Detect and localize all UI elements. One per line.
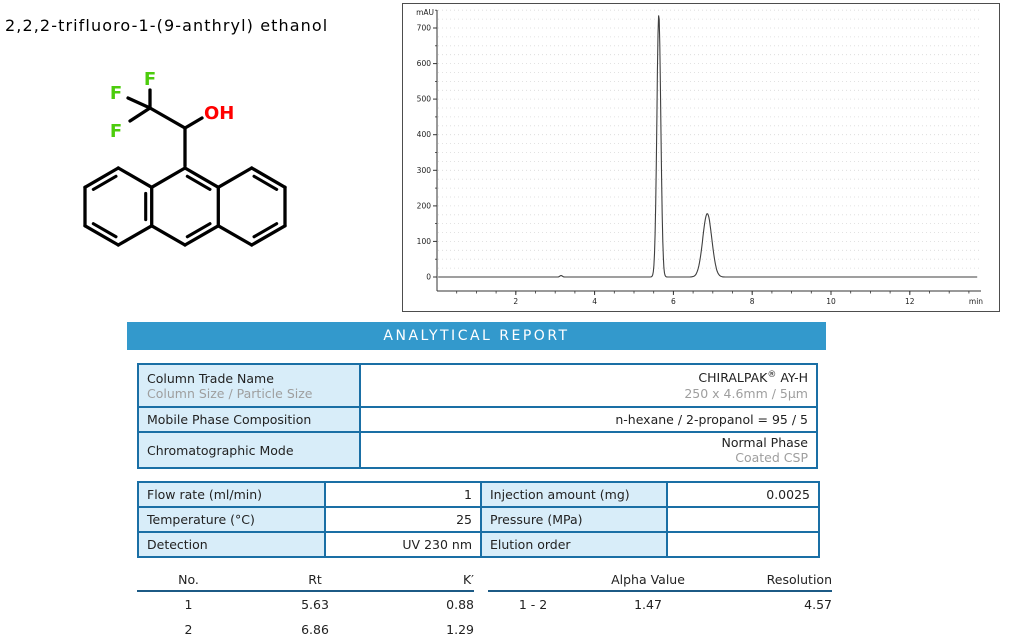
detection-value: UV 230 nm [324,531,482,558]
svg-text:8: 8 [750,297,755,306]
injection-amount-value: 0.0025 [666,481,820,508]
no-header: No. [137,568,240,592]
mobile-phase-value: n-hexane / 2-propanol = 95 / 5 [359,406,818,433]
table-row: Temperature (°C) 25 Pressure (MPa) [137,506,820,533]
svg-text:4: 4 [592,297,597,306]
table-row: 1 5.63 0.88 [137,591,474,617]
peak-no: 2 [184,622,193,637]
pressure-label: Pressure (MPa) [480,506,668,533]
svg-text:400: 400 [417,130,432,139]
table-row: Chromatographic Mode Normal Phase Coated… [137,431,818,469]
rt-header: Rt [240,568,390,592]
svg-text:mAU: mAU [416,8,434,17]
conditions-table: Flow rate (ml/min) 1 Injection amount (m… [137,481,820,558]
chromatogram-panel: 0 100 200 300 400 500 600 700 mAU 2 4 6 8 10 12 min [402,3,1000,312]
cell-sublabel: Column Size / Particle Size [147,385,313,401]
column-info-table: Column Trade Name Column Size / Particle… [137,363,818,469]
svg-text:10: 10 [826,297,836,306]
peak-kprime: 0.88 [446,597,474,612]
flow-rate-label: Flow rate (ml/min) [137,481,326,508]
chromatogram-plot: 0 100 200 300 400 500 600 700 mAU 2 4 6 8 10 12 min [416,8,983,306]
chromatographic-mode-label: Chromatographic Mode [137,431,361,469]
injection-amount-label: Injection amount (mg) [480,481,668,508]
svg-text:700: 700 [417,24,432,33]
svg-text:600: 600 [417,59,432,68]
molecule-svg: F F F OH [83,69,287,247]
elution-order-label: Elution order [480,531,668,558]
table-row: Flow rate (ml/min) 1 Injection amount (m… [137,481,820,508]
flow-rate-value: 1 [324,481,482,508]
report-header: ANALYTICAL REPORT [127,322,826,350]
molecule-structure: F F F OH [58,48,313,268]
peak-results-table: No. Rt K′ 1 5.63 0.88 2 6.86 1.29 [137,568,474,642]
peak-kprime: 1.29 [446,622,474,637]
table-row: Detection UV 230 nm Elution order [137,531,820,558]
svg-text:6: 6 [671,297,676,306]
mobile-phase-label: Mobile Phase Composition [137,406,361,433]
detection-label: Detection [137,531,326,558]
fluorine-atom-label: F [110,83,122,104]
table-row: 1 - 2 1.47 4.57 [488,591,832,617]
elution-order-value [666,531,820,558]
alpha-value: 1.47 [634,597,662,612]
cell-label: Column Trade Name [147,370,274,386]
resolution-header: Resolution [718,568,832,592]
column-trade-name-label: Column Trade Name Column Size / Particle… [137,363,361,408]
table-row: Mobile Phase Composition n-hexane / 2-pr… [137,406,818,433]
svg-text:0: 0 [426,273,431,282]
chromatographic-mode-value: Normal Phase Coated CSP [359,431,818,469]
peak-rt: 6.86 [301,622,329,637]
svg-text:300: 300 [417,166,432,175]
cell-subvalue: 250 x 4.6mm / 5µm [684,385,808,401]
fluorine-atom-label: F [110,121,122,142]
separation-results-table: Alpha Value Resolution 1 - 2 1.47 4.57 [488,568,832,617]
svg-text:100: 100 [417,237,432,246]
table-row: 2 6.86 1.29 [137,617,474,642]
resolution-value: 4.57 [804,597,832,612]
svg-text:min: min [969,297,983,306]
svg-text:500: 500 [417,95,432,104]
kprime-header: K′ [390,568,474,592]
hydroxyl-group-label: OH [204,103,234,124]
peak-no: 1 [184,597,193,612]
temperature-label: Temperature (°C) [137,506,326,533]
temperature-value: 25 [324,506,482,533]
cell-value: CHIRALPAK® AY-H [698,370,808,386]
cell-subvalue: Coated CSP [735,450,808,465]
svg-text:2: 2 [513,297,518,306]
table-header-row: No. Rt K′ [137,568,474,592]
column-trade-name-value: CHIRALPAK® AY-H 250 x 4.6mm / 5µm [359,363,818,408]
table-row: Column Trade Name Column Size / Particle… [137,363,818,408]
pair-header [488,568,578,592]
peak-pair: 1 - 2 [518,597,548,612]
peak-rt: 5.63 [301,597,329,612]
table-header-row: Alpha Value Resolution [488,568,832,592]
cell-value: Normal Phase [721,435,808,450]
alpha-value-header: Alpha Value [578,568,718,592]
svg-text:12: 12 [905,297,915,306]
fluorine-atom-label: F [144,69,156,90]
compound-title: 2,2,2-trifluoro-1-(9-anthryl) ethanol [5,16,329,35]
pressure-value [666,506,820,533]
svg-text:200: 200 [417,201,432,210]
